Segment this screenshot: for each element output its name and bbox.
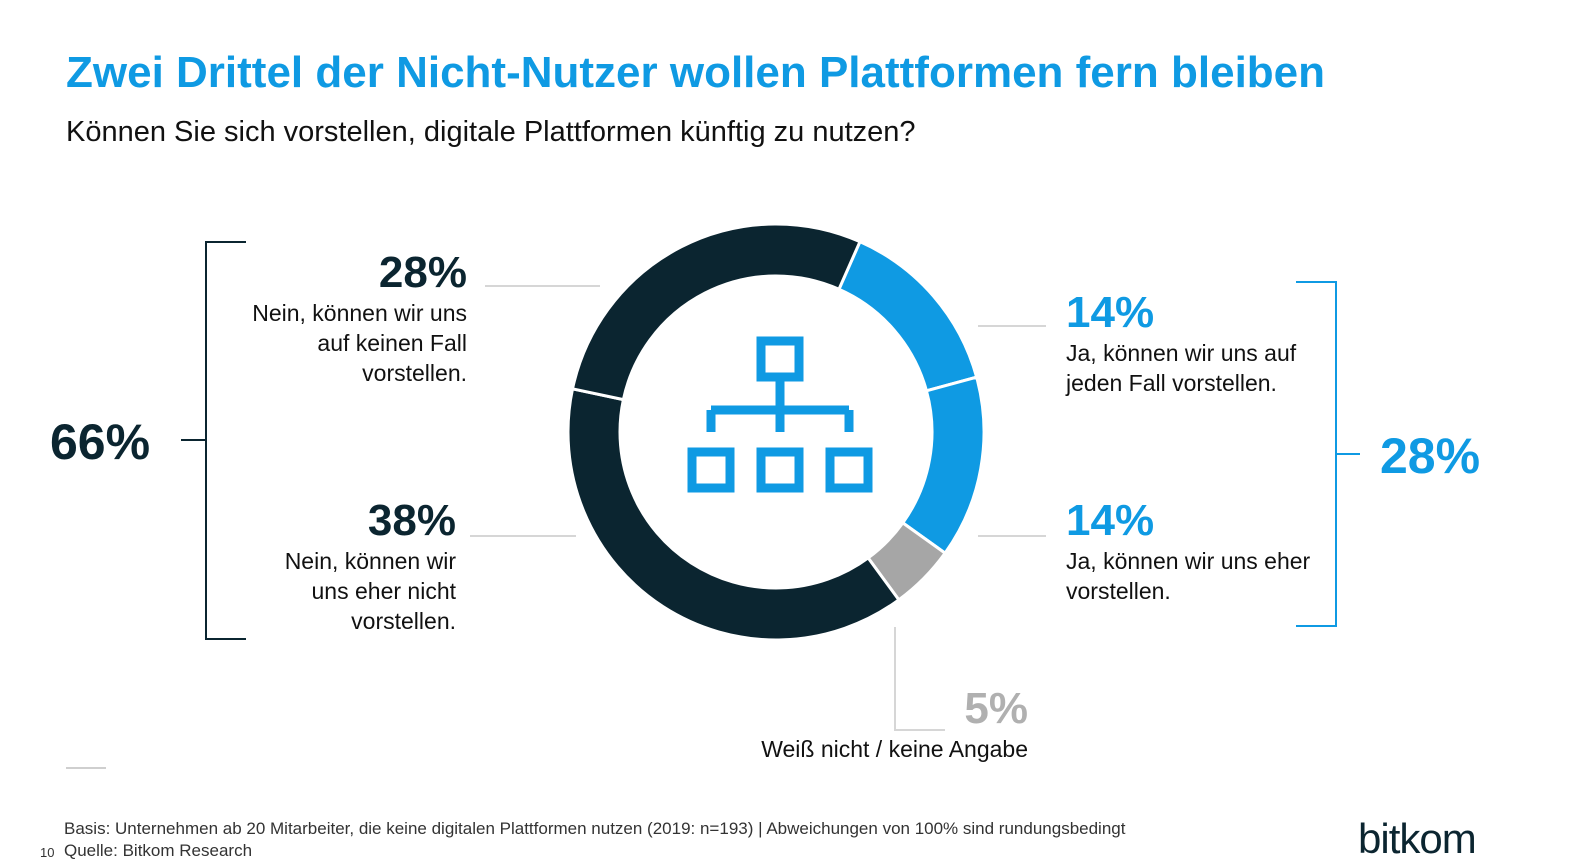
network-hierarchy-icon [687,336,873,493]
text-no-never-3: vorstellen. [362,360,467,386]
label-no-never: 28% Nein, können wir uns auf keinen Fall… [252,248,467,388]
text-no-rather-1: Nein, können wir [284,548,456,574]
text-unknown: Weiß nicht / keine Angabe [761,736,1028,762]
text-no-never-1: Nein, können wir uns [252,300,467,326]
text-no-never-2: auf keinen Fall [317,330,467,356]
bracket-no [205,241,246,640]
text-yes-rather-2: vorstellen. [1066,578,1171,604]
page-number: 10 [40,845,55,860]
donut-slice-1 [836,239,979,393]
footer-source: Quelle: Bitkom Research [64,841,253,860]
page-title: Zwei Drittel der Nicht-Nutzer wollen Pla… [66,48,1326,97]
donut-chart [566,222,986,642]
label-yes-sure: 14% Ja, können wir uns auf jeden Fall vo… [1066,288,1296,398]
label-unknown: 5% Weiß nicht / keine Angabe [761,684,1028,764]
text-yes-sure-2: jeden Fall vorstellen. [1066,370,1277,396]
value-unknown: 5% [964,684,1028,733]
label-yes-rather: 14% Ja, können wir uns eher vorstellen. [1066,496,1310,606]
value-yes-rather: 14% [1066,496,1155,545]
leader-line-unknown [894,627,945,731]
page-subtitle: Können Sie sich vorstellen, digitale Pla… [66,116,916,148]
donut-slice-4 [566,387,901,642]
donut-slice-5 [570,222,862,402]
value-no-rather: 38% [367,496,456,545]
value-yes-sure: 14% [1066,288,1155,337]
value-no-never: 28% [378,248,467,297]
text-yes-sure-1: Ja, können wir uns auf [1066,340,1297,366]
footer-basis: Basis: Unternehmen ab 20 Mitarbeiter, di… [64,819,1126,838]
label-no-rather: 38% Nein, können wir uns eher nicht vors… [285,496,456,636]
text-no-rather-2: uns eher nicht [311,578,456,604]
text-no-rather-3: vorstellen. [351,608,456,634]
text-yes-rather-1: Ja, können wir uns eher [1066,548,1311,574]
donut-slice-2 [900,375,986,556]
group-total-no: 66% [50,414,151,470]
bitkom-logo: bitkom [1358,815,1477,862]
group-total-yes: 28% [1380,428,1481,484]
